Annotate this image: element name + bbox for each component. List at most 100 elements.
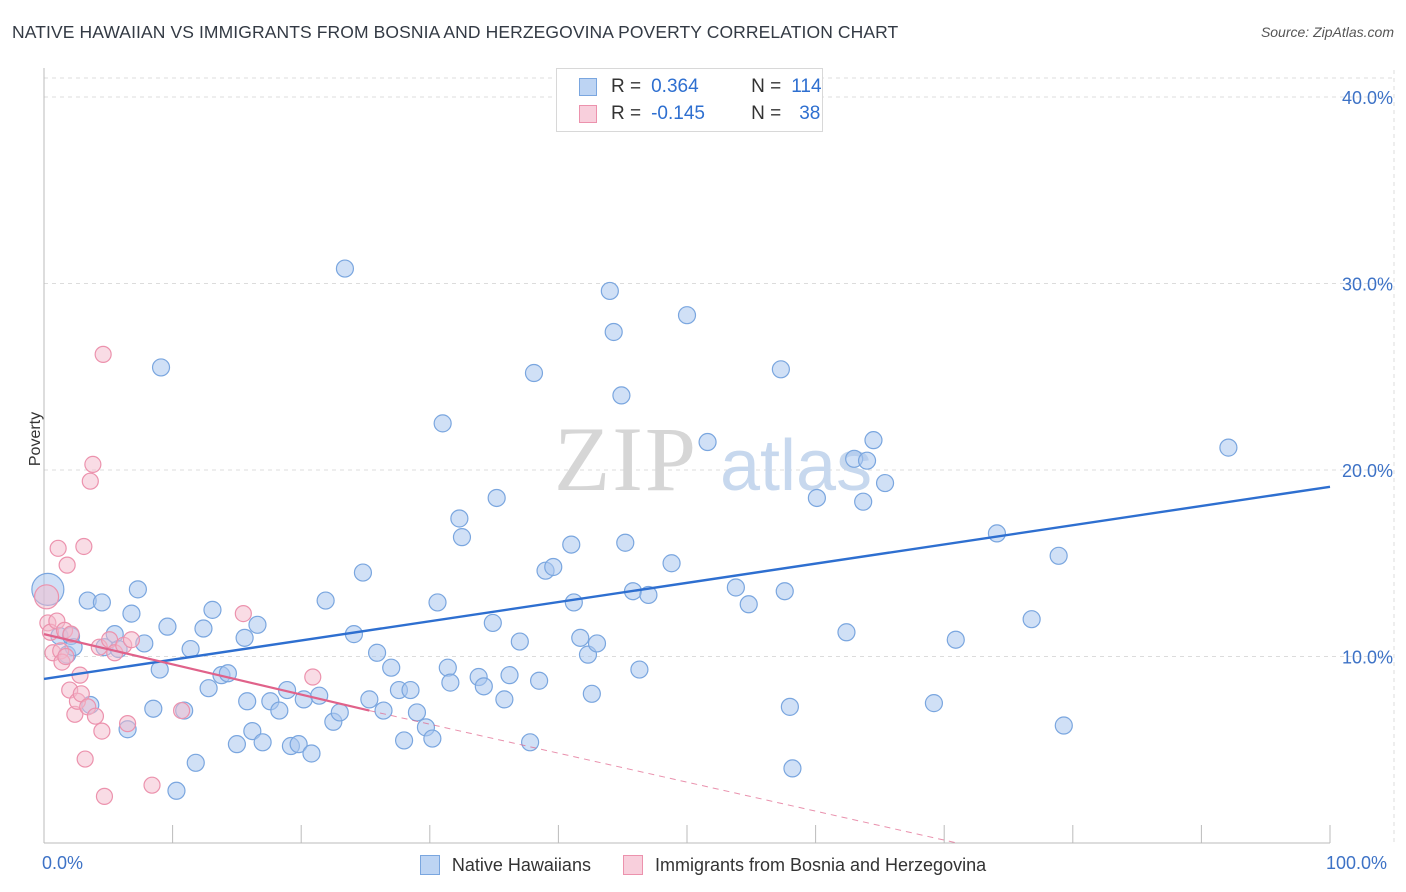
legend-r-label: R = [611, 103, 642, 124]
data-point-native-hawaiian [946, 630, 965, 649]
data-point-native-hawaiian [612, 386, 631, 405]
data-point-native-hawaiian [243, 721, 262, 741]
legend-swatch-pink [579, 105, 597, 123]
data-point-native-hawaiian [630, 660, 649, 679]
data-point-native-hawaiian [360, 690, 379, 709]
data-point-native-hawaiian [524, 363, 544, 383]
legend-swatch-blue [579, 78, 597, 96]
data-point-native-hawaiian [452, 528, 472, 547]
data-point-bosnia [93, 722, 111, 740]
data-point-native-hawaiian [604, 322, 623, 342]
series-bosnia-herzegovina [33, 345, 322, 805]
data-point-native-hawaiian [235, 628, 254, 647]
data-point-native-hawaiian [600, 281, 619, 301]
legend-n-label: N = [751, 76, 782, 97]
data-point-native-hawaiian [510, 632, 529, 651]
data-point-native-hawaiian [158, 617, 177, 636]
data-point-native-hawaiian [771, 360, 790, 379]
data-point-native-hawaiian [407, 703, 427, 722]
y-tick-label: 30.0% [1342, 275, 1393, 295]
data-point-native-hawaiian [310, 686, 329, 705]
data-point-native-hawaiian [1022, 610, 1041, 629]
data-point-native-hawaiian [875, 473, 895, 493]
legend-item-native-hawaiians: Native Hawaiians [419, 854, 591, 876]
data-point-native-hawaiian [433, 414, 452, 433]
trend-line-native-hawaiians [43, 485, 1331, 681]
data-point-native-hawaiian [562, 535, 581, 554]
data-point-native-hawaiian [199, 679, 218, 698]
data-point-native-hawaiian [238, 692, 257, 711]
legend-n-value: 38 [799, 103, 821, 124]
y-tick-label: 10.0% [1342, 648, 1393, 668]
data-point-native-hawaiian [335, 259, 355, 278]
data-point-bosnia [81, 472, 99, 490]
data-point-native-hawaiian [474, 677, 493, 696]
legend-n-value: 114 [791, 76, 822, 97]
data-point-native-hawaiian [924, 694, 944, 713]
source-note: Source: ZipAtlas.com [1260, 24, 1394, 40]
data-point-native-hawaiian [587, 634, 607, 653]
data-point-native-hawaiian [394, 731, 414, 750]
data-point-bosnia [49, 539, 67, 557]
data-point-native-hawaiian [500, 666, 519, 685]
data-point-native-hawaiian [677, 306, 697, 325]
x-tick-label-min: 0.0% [42, 853, 84, 873]
data-point-native-hawaiian [151, 358, 171, 377]
chart-title: NATIVE HAWAIIAN VS IMMIGRANTS FROM BOSNI… [12, 22, 899, 42]
data-point-native-hawaiian [571, 628, 590, 647]
data-point-native-hawaiian [662, 554, 681, 573]
data-point-bosnia [94, 345, 112, 363]
data-point-native-hawaiian [203, 600, 222, 619]
legend-item-bosnia: Immigrants from Bosnia and Herzegovina [622, 855, 986, 876]
legend-n-label: N = [751, 103, 782, 124]
data-point-native-hawaiian [783, 759, 802, 778]
data-point-native-hawaiian [186, 753, 205, 772]
trend-lines [43, 485, 1331, 844]
data-point-native-hawaiian [423, 729, 442, 748]
data-point-native-hawaiian [330, 703, 349, 722]
data-point-bosnia [86, 707, 105, 725]
data-point-native-hawaiian [374, 701, 393, 720]
data-point-native-hawaiian [122, 604, 141, 623]
data-point-bosnia [304, 668, 322, 686]
series-legend: Native Hawaiians Immigrants from Bosnia … [0, 852, 1406, 878]
watermark: ZIP atlas [554, 408, 872, 510]
data-point-native-hawaiian [487, 488, 506, 508]
data-point-bosnia [57, 647, 75, 666]
data-point-native-hawaiian [530, 671, 549, 690]
data-point-native-hawaiian [441, 673, 460, 692]
data-point-native-hawaiian [521, 733, 540, 752]
data-point-native-hawaiian [698, 432, 717, 452]
y-tick-label: 20.0% [1342, 461, 1393, 481]
data-point-native-hawaiian [382, 658, 401, 677]
legend-r-value: 0.364 [651, 76, 699, 97]
legend-label-native-hawaiians: Native Hawaiians [451, 854, 591, 875]
legend-row-native-hawaiians: R = 0.364 N = 114 [579, 75, 822, 99]
data-point-native-hawaiian [450, 509, 469, 528]
data-point-native-hawaiian [616, 533, 635, 552]
data-point-native-hawaiian [582, 684, 601, 703]
data-point-native-hawaiian [428, 593, 447, 612]
data-point-native-hawaiian [316, 591, 335, 610]
data-point-bosnia [143, 776, 161, 794]
data-point-native-hawaiian [837, 623, 856, 642]
data-point-native-hawaiian [92, 593, 111, 612]
data-point-bosnia [122, 631, 141, 649]
watermark-atlas: atlas [720, 426, 872, 506]
data-point-native-hawaiian [639, 585, 658, 605]
data-point-bosnia [62, 625, 80, 643]
data-point-native-hawaiian [1049, 546, 1068, 565]
x-tick-label-max: 100.0% [1326, 853, 1388, 873]
trend-line-bosnia [43, 633, 370, 712]
data-point-native-hawaiian [227, 735, 246, 754]
data-point-native-hawaiian [167, 781, 186, 800]
data-point-native-hawaiian [367, 643, 387, 662]
data-point-native-hawaiian [401, 680, 420, 700]
data-point-native-hawaiian [302, 744, 321, 763]
data-point-native-hawaiian [1054, 716, 1073, 735]
data-point-native-hawaiian [483, 613, 502, 633]
data-point-bosnia [75, 537, 93, 556]
data-point-bosnia [95, 787, 114, 805]
data-point-native-hawaiian [807, 488, 826, 508]
